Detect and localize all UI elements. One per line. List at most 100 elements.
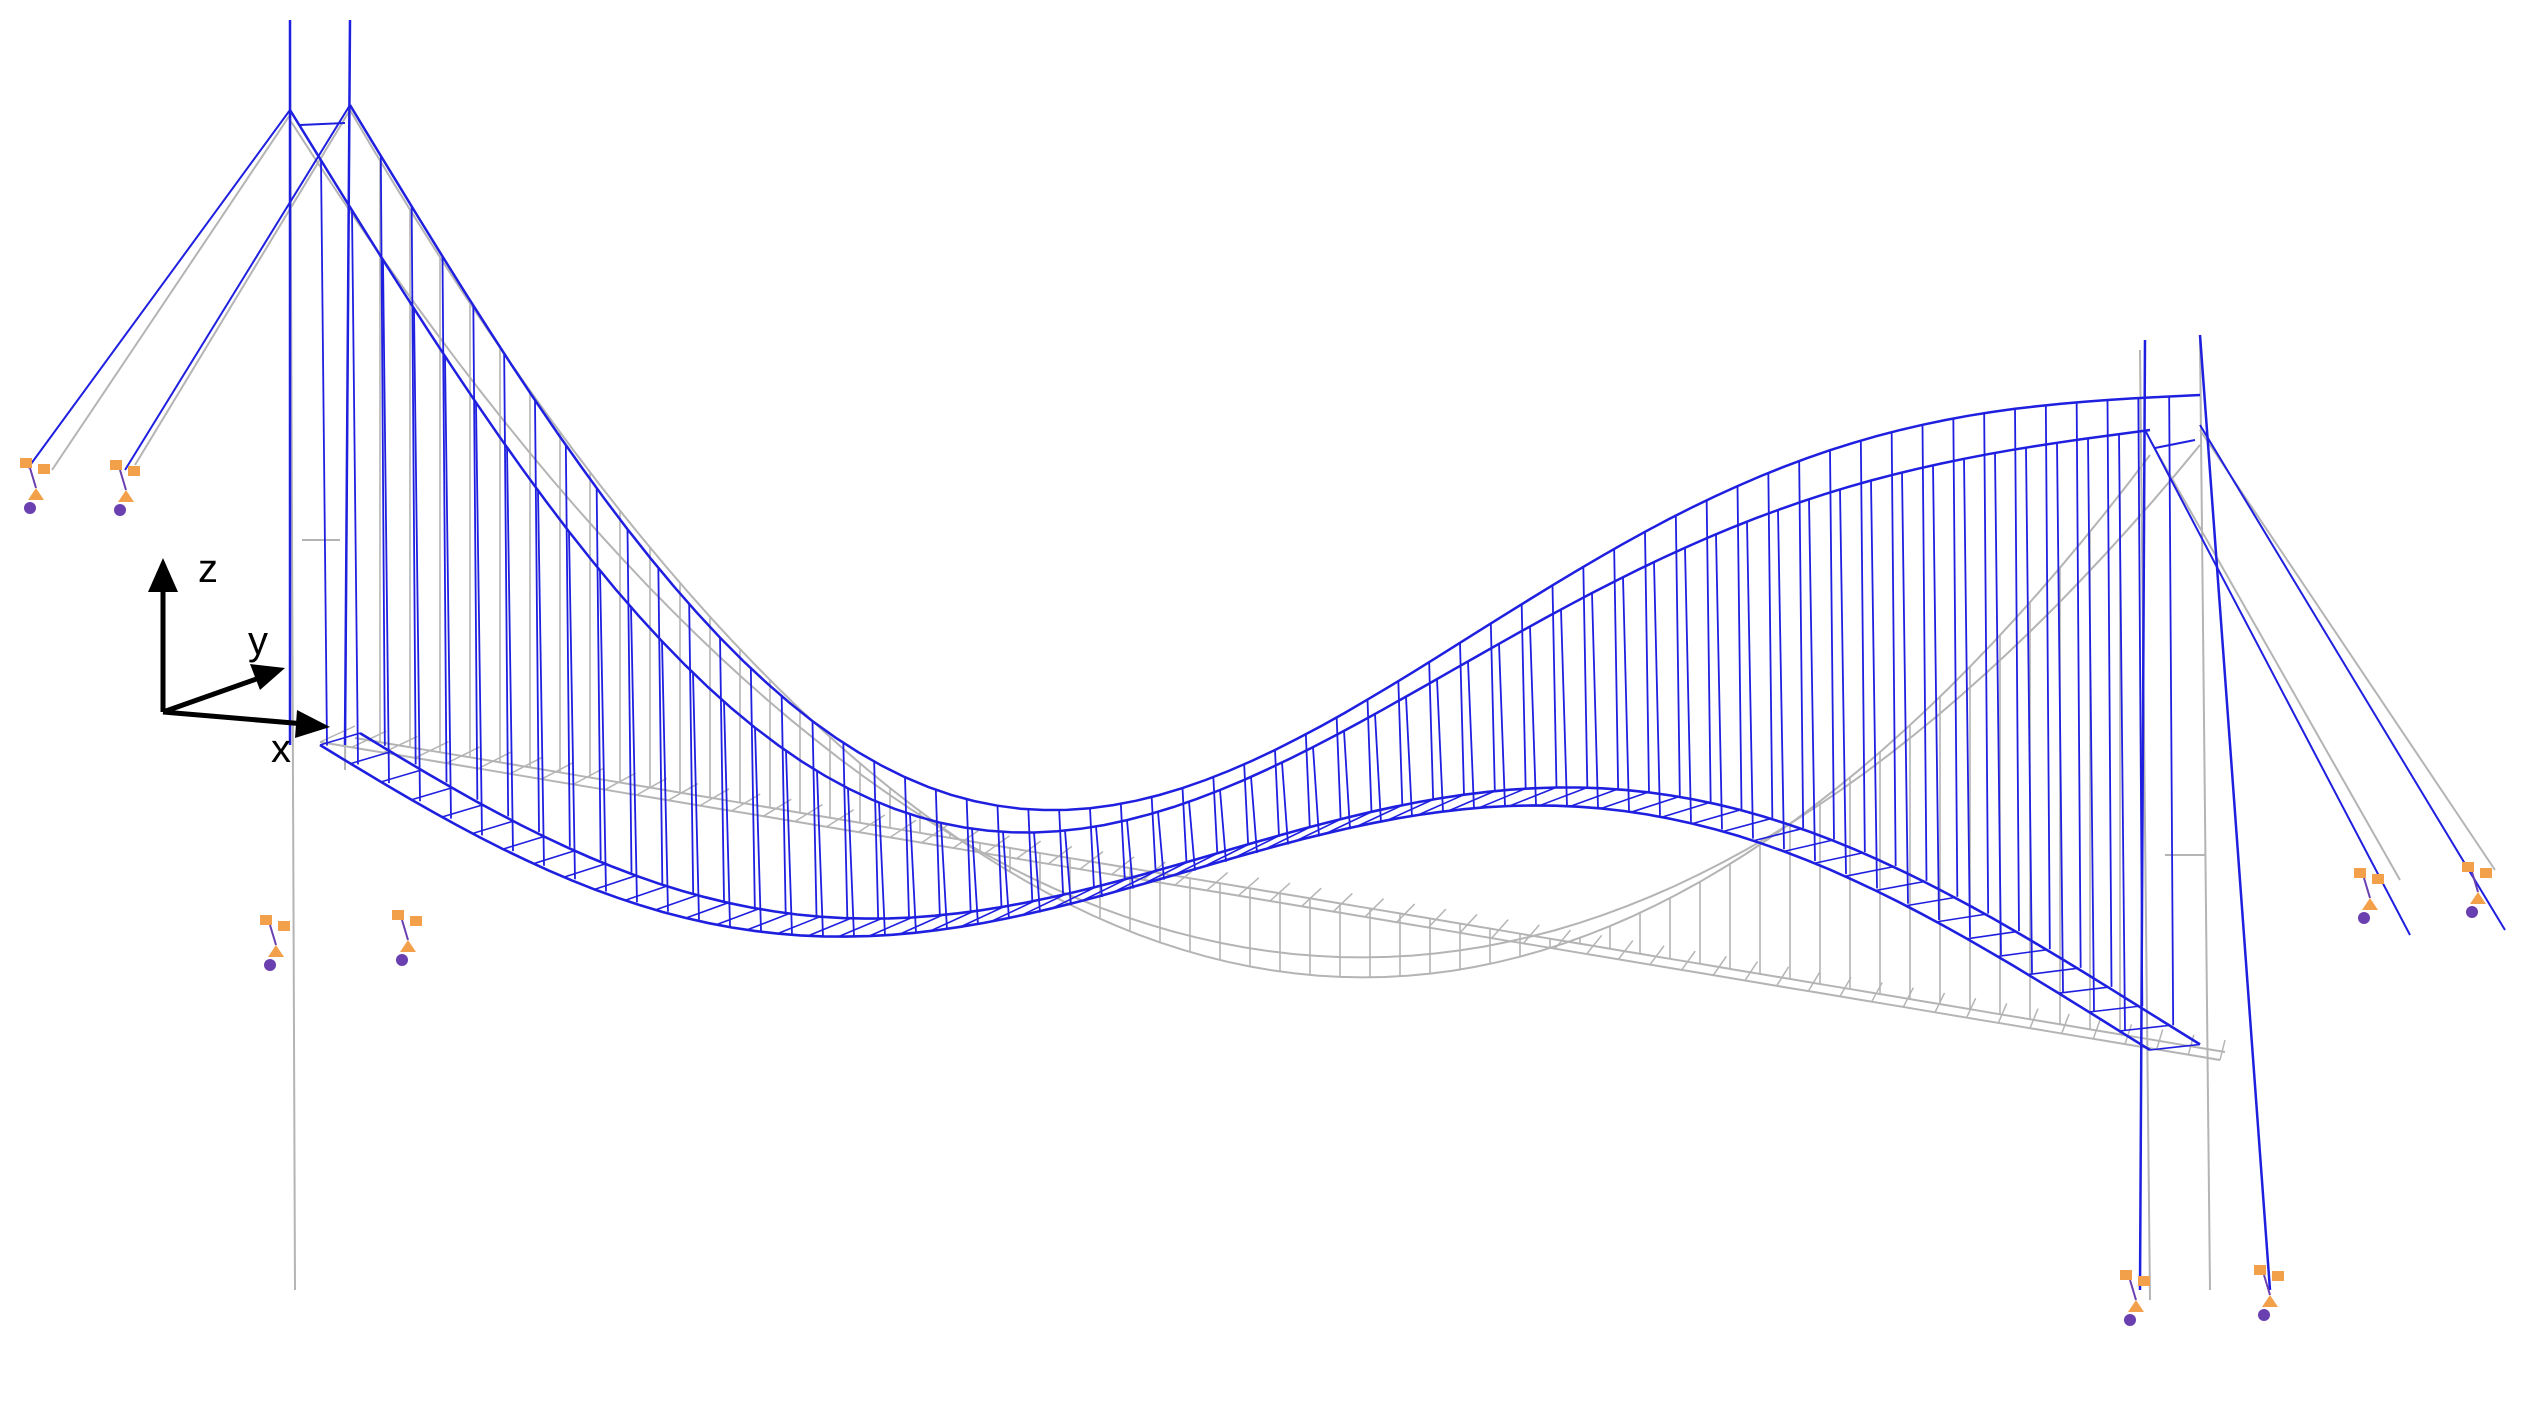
deformed-hanger — [472, 305, 479, 800]
support-pin — [2258, 1309, 2270, 1321]
deformed-deck-crossbeam — [2027, 967, 2078, 976]
deformed-tower-leg — [2138, 339, 2147, 1291]
support-block — [2354, 868, 2366, 878]
undeformed-deck-crossbeam — [1332, 892, 1353, 913]
support-link — [2263, 1274, 2271, 1296]
undeformed-deck-crossbeam — [1776, 966, 1790, 987]
deformed-deck-crossbeam — [655, 894, 698, 911]
undeformed-deck-crossbeam — [699, 788, 730, 807]
undeformed-deck-crossbeam — [1554, 929, 1572, 950]
support-restraint-icon — [2462, 862, 2492, 918]
deformed-deck-crossbeam — [777, 915, 821, 935]
undeformed-tower-leg — [2199, 339, 2211, 1291]
support-triangle — [2262, 1295, 2278, 1307]
deformed-deck-crossbeam — [1478, 787, 1526, 809]
x-axis-arrowhead-icon — [295, 710, 330, 738]
deformed-hanger — [2137, 398, 2144, 1007]
support-restraint-icon — [392, 910, 422, 966]
support-triangle — [28, 488, 44, 500]
deformed-deck-crossbeam — [1722, 817, 1771, 833]
deformed-deck-crossbeam — [1600, 791, 1649, 810]
deformed-deck-crossbeam — [1051, 886, 1097, 910]
deformed-hanger — [1212, 777, 1219, 855]
support-restraint-icon — [2254, 1265, 2284, 1321]
undeformed-deck-crossbeam — [1237, 877, 1260, 897]
support-restraint-icon — [260, 915, 290, 971]
deformed-hanger — [1653, 562, 1661, 816]
deformed-deck-crossbeam — [1692, 809, 1741, 825]
deformed-hanger — [692, 672, 700, 920]
deformed-hanger — [1489, 623, 1496, 792]
deformed-deck-crossbeam — [1082, 878, 1128, 902]
undeformed-deck-crossbeam — [414, 741, 449, 759]
deformed-hanger — [382, 259, 390, 784]
undeformed-deck-crossbeam — [731, 793, 761, 812]
undeformed-deck-crossbeam — [952, 830, 979, 849]
undeformed-deck-crossbeam — [1047, 845, 1073, 865]
deformed-deck-crossbeam — [1661, 801, 1710, 818]
undeformed-deck-crossbeam — [984, 835, 1010, 854]
support-block — [2372, 874, 2384, 884]
deformed-hanger — [1436, 679, 1444, 813]
deformed-hanger — [816, 771, 824, 937]
undeformed-deck-crossbeam — [2124, 1024, 2133, 1045]
support-block — [2272, 1271, 2284, 1281]
deformed-hanger — [965, 799, 972, 913]
deformed-deck-crossbeam — [2058, 986, 2109, 994]
support-block — [20, 458, 32, 468]
deformed-deck-crossbeam — [350, 750, 391, 765]
undeformed-backstay — [2149, 439, 2401, 881]
deformed-hanger — [2075, 402, 2082, 968]
deformed-hanger — [904, 777, 910, 918]
deformed-deck-crossbeam — [1783, 839, 1833, 853]
undeformed-deck-crossbeam — [1016, 840, 1042, 860]
undeformed-deck-crossbeam — [1491, 919, 1509, 939]
deformed-hanger — [971, 828, 979, 926]
undeformed-deck-crossbeam — [1712, 955, 1727, 976]
deformed-hanger — [909, 814, 917, 934]
undeformed-deck-crossbeam — [762, 798, 792, 817]
deformed-hanger — [503, 353, 510, 817]
undeformed-deck-crossbeam — [1681, 950, 1696, 971]
deformed-hanger — [1767, 472, 1774, 818]
deformed-deck-crossbeam — [594, 874, 637, 891]
undeformed-deck-crossbeam — [1902, 987, 1914, 1008]
deformed-deck-crossbeam — [2119, 1024, 2170, 1032]
deformed-hanger — [2014, 408, 2020, 932]
deformed-hanger — [1674, 515, 1681, 797]
deformed-hanger — [1520, 604, 1527, 789]
deformed-hanger — [749, 668, 756, 908]
deformed-hanger — [1736, 486, 1743, 810]
deformed-hanger — [1467, 661, 1475, 809]
deformed-hanger — [1952, 418, 1959, 897]
undeformed-backstay — [134, 109, 351, 466]
support-restraint-icon — [20, 458, 50, 514]
undeformed-deck-crossbeam — [1301, 887, 1322, 907]
deformed-hanger — [1335, 717, 1342, 821]
deformed-hanger — [1529, 626, 1537, 806]
support-link — [2363, 877, 2371, 899]
deformed-hanger — [1932, 465, 1940, 920]
undeformed-deck-crossbeam — [1269, 882, 1291, 902]
deformed-deck-crossbeam — [1844, 865, 1894, 878]
support-block — [260, 915, 272, 925]
undeformed-structure — [51, 19, 2496, 1301]
deformed-deck-crossbeam — [899, 914, 943, 935]
support-triangle — [2128, 1300, 2144, 1312]
deformed-hanger — [1027, 809, 1034, 903]
undeformed-deck-crossbeam — [1871, 982, 1883, 1003]
deformed-deck-crossbeam — [1387, 798, 1434, 821]
undeformed-deck-crossbeam — [319, 725, 356, 743]
deformed-hanger — [1983, 413, 1990, 914]
deformed-hanger — [630, 607, 638, 903]
undeformed-deck-crossbeam — [1934, 992, 1946, 1013]
undeformed-deck-crossbeam — [1586, 934, 1603, 955]
support-restraint-icon — [2354, 868, 2384, 924]
deformed-hanger — [379, 155, 386, 746]
support-link — [269, 924, 277, 946]
deformed-hanger — [1560, 609, 1568, 806]
z-axis-arrowhead-icon — [148, 558, 178, 592]
deformed-hanger — [934, 789, 941, 916]
undeformed-deck-crossbeam — [1396, 903, 1416, 923]
